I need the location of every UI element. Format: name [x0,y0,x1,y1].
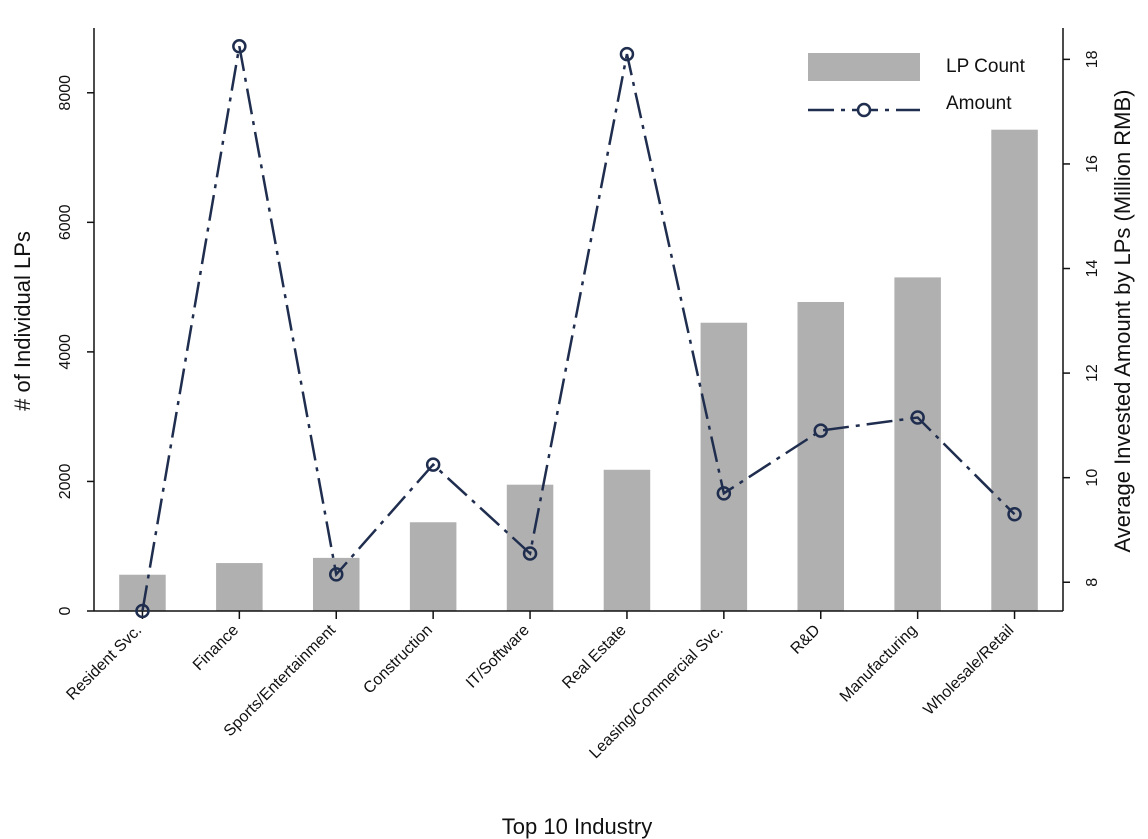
data-point [135,603,150,619]
y-tick-label-right: 14 [1084,260,1101,278]
legend-label-amount: Amount [946,93,1012,114]
x-tick-label: Real Estate [559,622,630,693]
x-tick-label: Sports/Entertainment [221,621,340,740]
data-point [716,486,732,501]
y-tick-label-left: 0 [57,606,74,615]
legend: LP Count Amount [808,53,1026,118]
data-point [910,410,925,425]
y-tick-label-left: 6000 [57,204,74,240]
bar [894,277,941,611]
bar [603,469,651,611]
x-tick-label: Wholesale/Retail [920,622,1017,719]
bar-series-lp-count [119,129,1038,611]
x-tick-label: Construction [360,622,436,698]
bar [991,129,1038,611]
y-tick-label-left: 4000 [57,334,74,370]
y-tick-label-right: 10 [1084,469,1101,487]
legend-swatch-lp-count [808,53,920,81]
data-point [232,39,247,54]
y-tick-label-right: 18 [1084,50,1101,68]
y-axis-title-left: # of Individual LPs [10,231,35,411]
axes: 0 2000 4000 6000 8000 8 10 12 14 16 18 Resident Svc… [57,28,1101,762]
x-tick-label: R&D [788,622,824,658]
x-tick-label: Resident Svc. [63,622,145,704]
x-tick-label: Manufacturing [837,622,921,706]
amount-line [141,46,1016,612]
line-series-amount [135,39,1022,619]
data-point [813,423,828,438]
y-axis-title-right: Average Invested Amount by LPs (Million … [1110,89,1135,552]
y-tick-label-right: 12 [1084,364,1101,382]
x-tick-label: Finance [190,622,242,674]
data-point [619,46,635,62]
y-tick-label-left: 8000 [57,75,74,111]
x-tick-label: IT/Software [463,622,533,692]
data-point [329,567,344,582]
data-point [425,457,441,472]
y-tick-label-left: 2000 [57,464,74,500]
bar [409,522,457,611]
x-axis-title: Top 10 Industry [502,814,652,839]
y-tick-label-right: 16 [1084,155,1101,173]
y-tick-label-right: 8 [1084,578,1101,587]
bar [312,557,360,611]
bar [700,322,748,611]
bar [216,563,263,611]
legend-marker-amount [856,102,872,118]
data-point [522,546,538,561]
legend-label-lp-count: LP Count [946,56,1026,77]
data-point [1007,507,1022,522]
bar [797,302,845,611]
